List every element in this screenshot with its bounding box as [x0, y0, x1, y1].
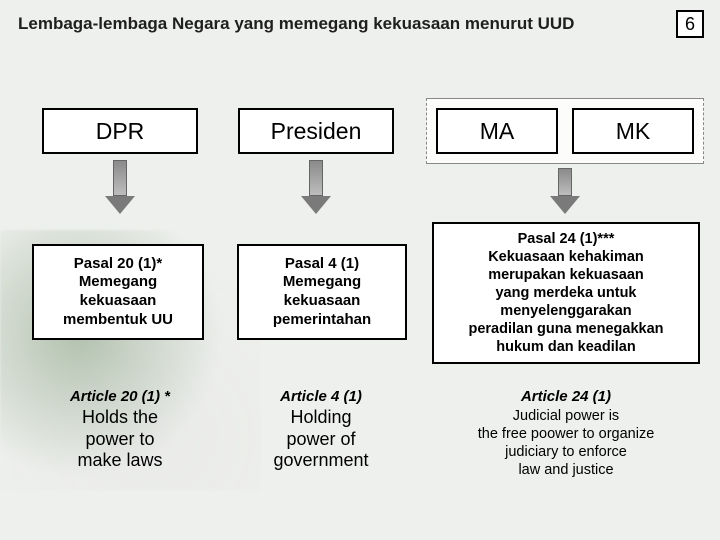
header-box-ma: MA	[436, 108, 558, 154]
pasal-mamk: Pasal 24 (1)*** Kekuasaan kehakiman meru…	[468, 230, 663, 357]
article-mamk: Article 24 (1)	[432, 388, 700, 405]
header-ma: MA	[480, 118, 515, 145]
header-box-dpr: DPR	[42, 108, 198, 154]
pasal-box-mamk: Pasal 24 (1)*** Kekuasaan kehakiman meru…	[432, 222, 700, 364]
translation-dpr: Article 20 (1) * Holds the power to make…	[32, 388, 208, 472]
pasal-box-dpr: Pasal 20 (1)* Memegang kekuasaan membent…	[32, 244, 204, 340]
article-presiden: Article 4 (1)	[228, 388, 414, 405]
header-presiden: Presiden	[271, 118, 362, 145]
arrow-icon	[105, 160, 135, 214]
translation-mamk: Article 24 (1) Judicial power is the fre…	[432, 388, 700, 480]
header-box-mk: MK	[572, 108, 694, 154]
translation-text-presiden: Holding power of government	[228, 407, 414, 472]
pasal-box-presiden: Pasal 4 (1) Memegang kekuasaan pemerinta…	[237, 244, 407, 340]
header-mk: MK	[616, 118, 651, 145]
article-dpr: Article 20 (1) *	[32, 388, 208, 405]
translation-text-dpr: Holds the power to make laws	[32, 407, 208, 472]
translation-presiden: Article 4 (1) Holding power of governmen…	[228, 388, 414, 472]
page-number: 6	[685, 14, 695, 35]
header-dpr: DPR	[96, 118, 145, 145]
page-title: Lembaga-lembaga Negara yang memegang kek…	[18, 14, 574, 34]
translation-text-mamk: Judicial power is the free poower to org…	[432, 407, 700, 480]
arrow-icon	[301, 160, 331, 214]
arrow-icon	[550, 168, 580, 214]
pasal-dpr: Pasal 20 (1)* Memegang kekuasaan membent…	[63, 255, 173, 330]
header-box-presiden: Presiden	[238, 108, 394, 154]
pasal-presiden: Pasal 4 (1) Memegang kekuasaan pemerinta…	[273, 255, 371, 330]
page-number-box: 6	[676, 10, 704, 38]
